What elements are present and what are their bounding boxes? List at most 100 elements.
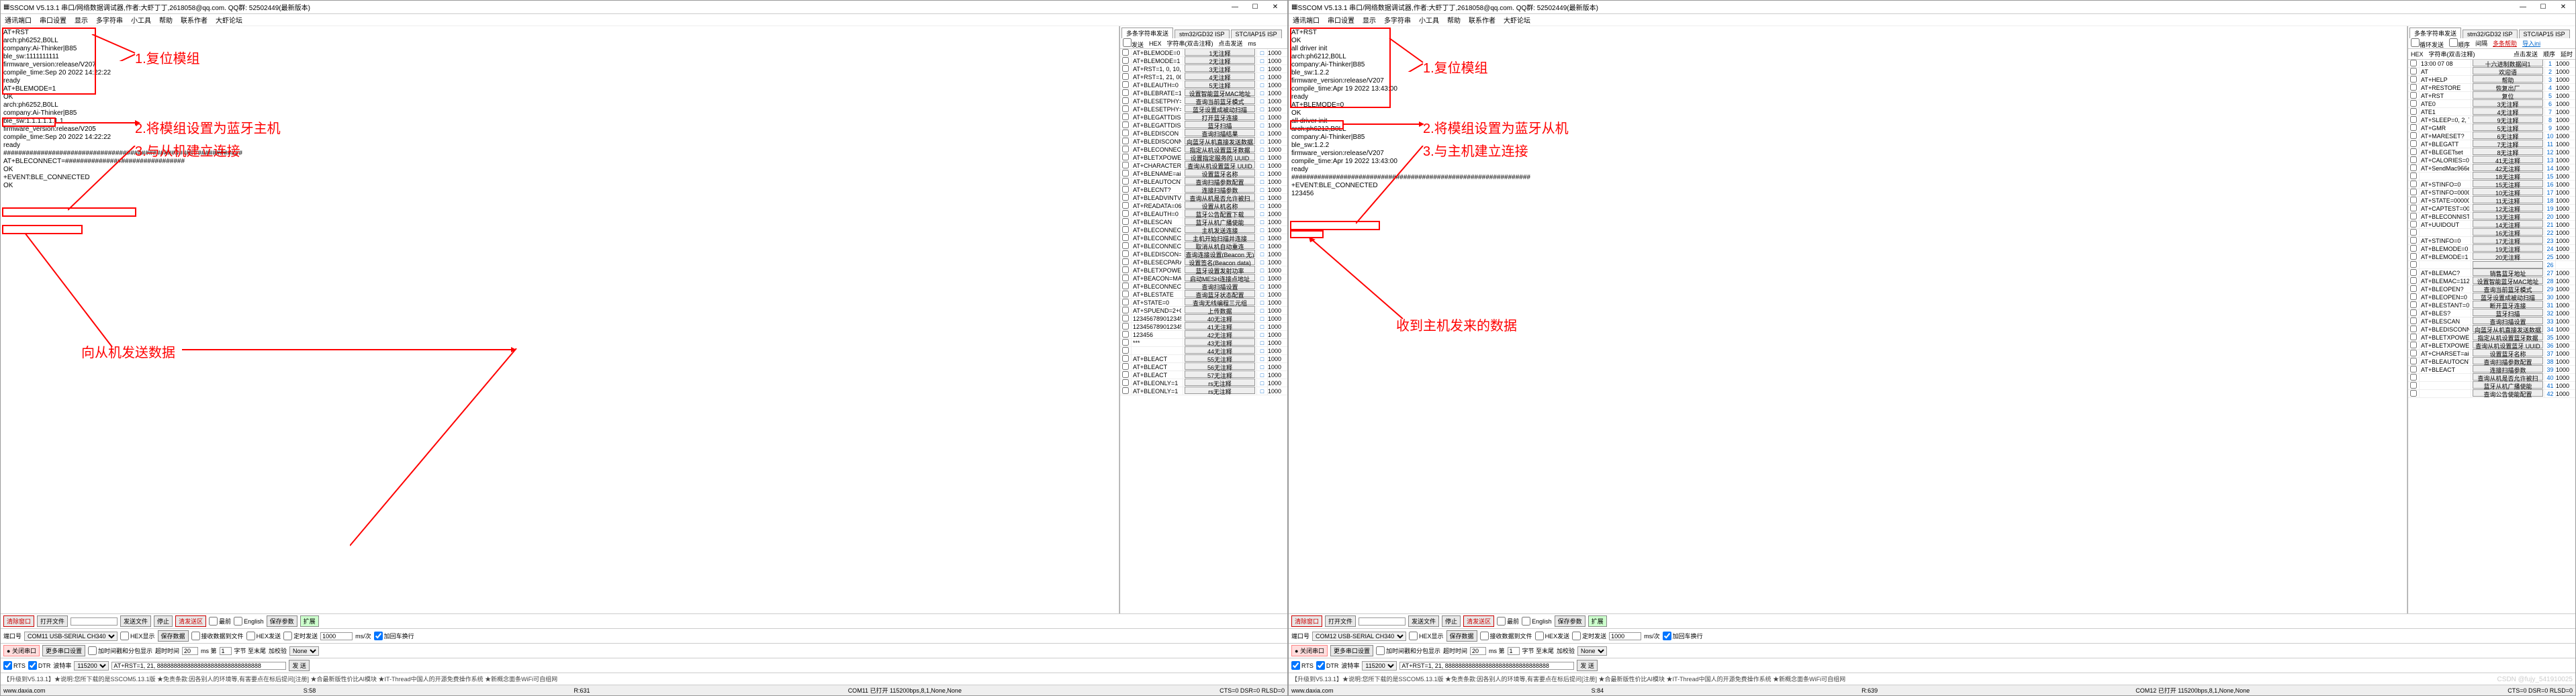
row-order[interactable]: 27 bbox=[2544, 270, 2555, 277]
row-cmd[interactable] bbox=[2419, 205, 2471, 212]
row-order[interactable]: □ bbox=[1256, 179, 1267, 185]
row-order[interactable]: 14 bbox=[2544, 165, 2555, 172]
row-cmd[interactable] bbox=[1131, 113, 1183, 121]
row-ms[interactable] bbox=[2555, 358, 2575, 365]
row-order[interactable]: □ bbox=[1256, 187, 1267, 193]
row-order[interactable]: □ bbox=[1256, 138, 1267, 145]
row-hex-checkbox[interactable] bbox=[2410, 237, 2417, 244]
row-order[interactable]: 40 bbox=[2544, 375, 2555, 381]
row-ms[interactable] bbox=[2555, 374, 2575, 381]
row-cmd[interactable] bbox=[1131, 347, 1183, 354]
row-cmd[interactable] bbox=[2419, 237, 2471, 244]
row-cmd[interactable] bbox=[2419, 382, 2471, 389]
port-select[interactable]: COM12 USB-SERIAL CH340 bbox=[1312, 632, 1406, 641]
row-order[interactable]: □ bbox=[1256, 348, 1267, 354]
row-cmd[interactable] bbox=[1131, 170, 1183, 177]
row-ms[interactable] bbox=[1267, 202, 1287, 209]
row-cmd[interactable] bbox=[2419, 317, 2471, 325]
row-order[interactable]: 29 bbox=[2544, 286, 2555, 293]
row-cmd[interactable] bbox=[1131, 283, 1183, 290]
row-hex-checkbox[interactable] bbox=[1122, 130, 1129, 136]
row-cmd[interactable] bbox=[1131, 130, 1183, 137]
closeport-button[interactable]: ● 关闭串口 bbox=[1291, 645, 1328, 656]
sendfile-button[interactable]: 发送文件 bbox=[1408, 615, 1439, 627]
min-button[interactable]: — bbox=[2514, 2, 2532, 13]
row-cmd[interactable] bbox=[2419, 140, 2471, 148]
baud-select[interactable]: 115200 bbox=[1362, 661, 1397, 670]
row-hex-checkbox[interactable] bbox=[2410, 189, 2417, 195]
menu-item[interactable]: 帮助 bbox=[159, 15, 173, 25]
row-ms[interactable] bbox=[2555, 309, 2575, 317]
tab-multistring[interactable]: 多条字符串发送 bbox=[1121, 28, 1173, 38]
row-hex-checkbox[interactable] bbox=[2410, 172, 2417, 179]
menu-item[interactable]: 帮助 bbox=[1447, 15, 1461, 25]
row-cmd[interactable] bbox=[2419, 132, 2471, 140]
row-hex-checkbox[interactable] bbox=[2410, 382, 2417, 389]
row-order[interactable]: 9 bbox=[2544, 125, 2555, 132]
row-order[interactable]: 5 bbox=[2544, 93, 2555, 99]
row-ms[interactable] bbox=[2555, 181, 2575, 188]
close-button[interactable]: ✕ bbox=[2554, 2, 2573, 13]
row-cmd[interactable] bbox=[2419, 326, 2471, 333]
row-cmd[interactable] bbox=[2419, 148, 2471, 156]
row-ms[interactable] bbox=[2555, 334, 2575, 341]
row-order[interactable]: 39 bbox=[2544, 366, 2555, 373]
row-send-button[interactable]: 查询公告使能配置 bbox=[2471, 389, 2544, 398]
stop-button[interactable]: 停止 bbox=[1442, 615, 1461, 627]
row-hex-checkbox[interactable] bbox=[2410, 269, 2417, 276]
row-hex-checkbox[interactable] bbox=[2410, 60, 2417, 66]
row-order[interactable]: □ bbox=[1256, 146, 1267, 153]
row-ms[interactable] bbox=[2555, 100, 2575, 107]
row-cmd[interactable] bbox=[2419, 181, 2471, 188]
help-link[interactable]: 多条帮助 bbox=[2493, 39, 2517, 48]
row-order[interactable]: □ bbox=[1256, 170, 1267, 177]
row-order[interactable]: □ bbox=[1256, 50, 1267, 56]
row-ms[interactable] bbox=[2555, 84, 2575, 91]
row-hex-checkbox[interactable] bbox=[2410, 108, 2417, 115]
row-cmd[interactable] bbox=[1131, 387, 1183, 395]
row-ms[interactable] bbox=[1267, 130, 1287, 137]
row-order[interactable]: 20 bbox=[2544, 213, 2555, 220]
row-cmd[interactable] bbox=[2419, 156, 2471, 164]
row-cmd[interactable] bbox=[2419, 374, 2471, 381]
row-ms[interactable] bbox=[1267, 371, 1287, 379]
row-hex-checkbox[interactable] bbox=[1122, 162, 1129, 168]
row-ms[interactable] bbox=[1267, 339, 1287, 346]
row-hex-checkbox[interactable] bbox=[1122, 186, 1129, 193]
row-ms[interactable] bbox=[2555, 277, 2575, 285]
row-hex-checkbox[interactable] bbox=[2410, 132, 2417, 139]
row-cmd[interactable] bbox=[2419, 116, 2471, 123]
hexsend-checkbox[interactable]: HEX发送 bbox=[246, 632, 281, 640]
row-order[interactable]: 7 bbox=[2544, 109, 2555, 115]
row-cmd[interactable] bbox=[2419, 172, 2471, 180]
row-hex-checkbox[interactable] bbox=[2410, 261, 2417, 268]
row-hex-checkbox[interactable] bbox=[2410, 245, 2417, 252]
row-order[interactable]: 12 bbox=[2544, 149, 2555, 156]
row-hex-checkbox[interactable] bbox=[1122, 379, 1129, 386]
row-order[interactable]: 18 bbox=[2544, 197, 2555, 204]
timed-ms[interactable] bbox=[320, 632, 353, 640]
row-hex-checkbox[interactable] bbox=[1122, 363, 1129, 370]
row-cmd[interactable] bbox=[1131, 291, 1183, 298]
row-ms[interactable] bbox=[1267, 97, 1287, 105]
byte-input[interactable] bbox=[220, 647, 232, 655]
row-ms[interactable] bbox=[1267, 194, 1287, 201]
row-ms[interactable] bbox=[1267, 226, 1287, 234]
row-hex-checkbox[interactable] bbox=[1122, 89, 1129, 96]
row-ms[interactable] bbox=[1267, 121, 1287, 129]
closeport-button[interactable]: ● 关闭串口 bbox=[3, 645, 40, 656]
row-ms[interactable] bbox=[1267, 113, 1287, 121]
row-hex-checkbox[interactable] bbox=[1122, 283, 1129, 289]
row-cmd[interactable] bbox=[1131, 49, 1183, 56]
row-hex-checkbox[interactable] bbox=[2410, 342, 2417, 348]
row-hex-checkbox[interactable] bbox=[2410, 229, 2417, 236]
row-cmd[interactable] bbox=[2419, 261, 2471, 268]
row-order[interactable]: □ bbox=[1256, 267, 1267, 274]
row-ms[interactable] bbox=[1267, 57, 1287, 64]
clear-button[interactable]: 清除窗口 bbox=[3, 615, 34, 627]
row-cmd[interactable] bbox=[1131, 299, 1183, 306]
row-ms[interactable] bbox=[1267, 81, 1287, 89]
row-order[interactable]: □ bbox=[1256, 372, 1267, 379]
row-cmd[interactable] bbox=[1131, 275, 1183, 282]
row-order[interactable]: □ bbox=[1256, 122, 1267, 129]
